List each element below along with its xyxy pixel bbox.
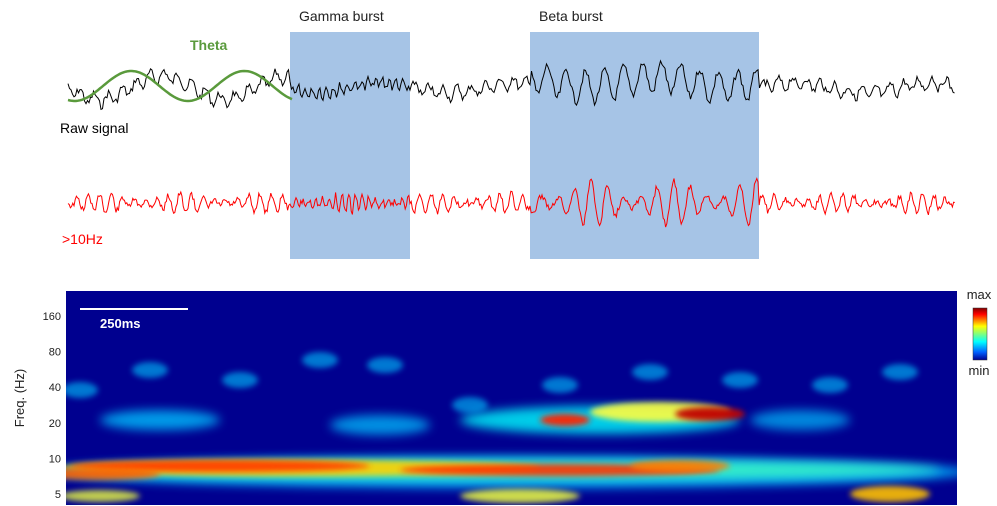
beta-burst-label: Beta burst bbox=[539, 8, 603, 24]
spectrogram-blob bbox=[100, 410, 220, 430]
spectrogram-blob bbox=[70, 460, 370, 472]
spectrogram-blob bbox=[222, 372, 258, 388]
beta-burst-shade bbox=[530, 32, 759, 259]
y-tick-label: 80 bbox=[49, 347, 61, 359]
y-tick-label: 5 bbox=[55, 489, 61, 501]
y-tick-label: 160 bbox=[43, 311, 61, 323]
spectrogram-blob bbox=[630, 460, 730, 472]
y-axis: 5 10 20 40 80 160 bbox=[43, 311, 61, 501]
spectrogram-blob bbox=[675, 407, 745, 421]
spectrogram-blob bbox=[367, 357, 403, 373]
y-axis-label: Freq. (Hz) bbox=[12, 369, 27, 428]
colorbar bbox=[972, 307, 988, 361]
spectrogram-blob bbox=[452, 397, 488, 413]
highpass-label: >10Hz bbox=[62, 231, 103, 247]
spectrogram-blob bbox=[722, 372, 758, 388]
y-tick-label: 40 bbox=[49, 382, 61, 394]
scalebar-label: 250ms bbox=[100, 316, 140, 331]
raw-signal-label: Raw signal bbox=[60, 120, 128, 136]
raw-signal-trace bbox=[67, 59, 955, 111]
colorbar-max-label: max bbox=[967, 287, 992, 302]
y-tick-label: 10 bbox=[49, 453, 61, 465]
y-tick-label: 20 bbox=[49, 418, 61, 430]
spectrogram-blob bbox=[882, 364, 918, 380]
theta-label: Theta bbox=[190, 37, 228, 53]
highpass-trace bbox=[67, 177, 955, 228]
spectrogram-blob bbox=[540, 414, 590, 426]
gamma-burst-shade bbox=[290, 32, 410, 259]
spectrogram-blob bbox=[750, 410, 850, 430]
spectrogram bbox=[66, 291, 957, 505]
spectrogram-blob bbox=[330, 415, 430, 435]
spectrogram-blob bbox=[66, 490, 140, 502]
spectrogram-blob bbox=[460, 489, 580, 503]
spectrogram-blob bbox=[132, 362, 168, 378]
theta-trace bbox=[67, 69, 293, 103]
spectrogram-blob bbox=[542, 377, 578, 393]
spectrogram-blob bbox=[66, 382, 98, 398]
spectrogram-blob bbox=[302, 352, 338, 368]
gamma-burst-label: Gamma burst bbox=[299, 8, 384, 24]
spectrogram-blob bbox=[66, 468, 160, 480]
spectrogram-blob bbox=[812, 377, 848, 393]
spectrogram-blob bbox=[632, 364, 668, 380]
spectrogram-blob bbox=[850, 486, 930, 502]
colorbar-min-label: min bbox=[969, 363, 990, 378]
